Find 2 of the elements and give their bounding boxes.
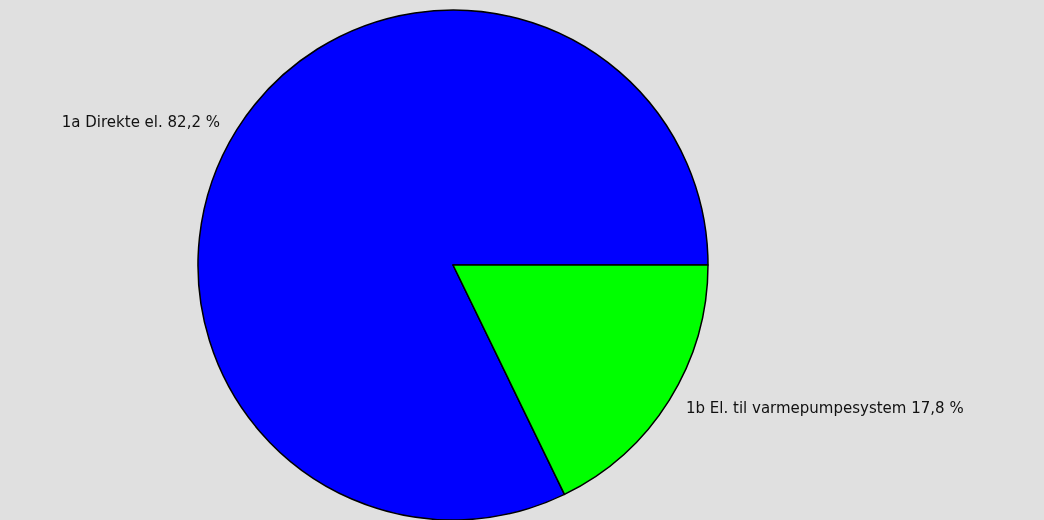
slice-label: 1a Direkte el. 82,2 % — [61, 113, 220, 132]
slice-label: 1b El. til varmepumpesystem 17,8 % — [686, 398, 964, 417]
